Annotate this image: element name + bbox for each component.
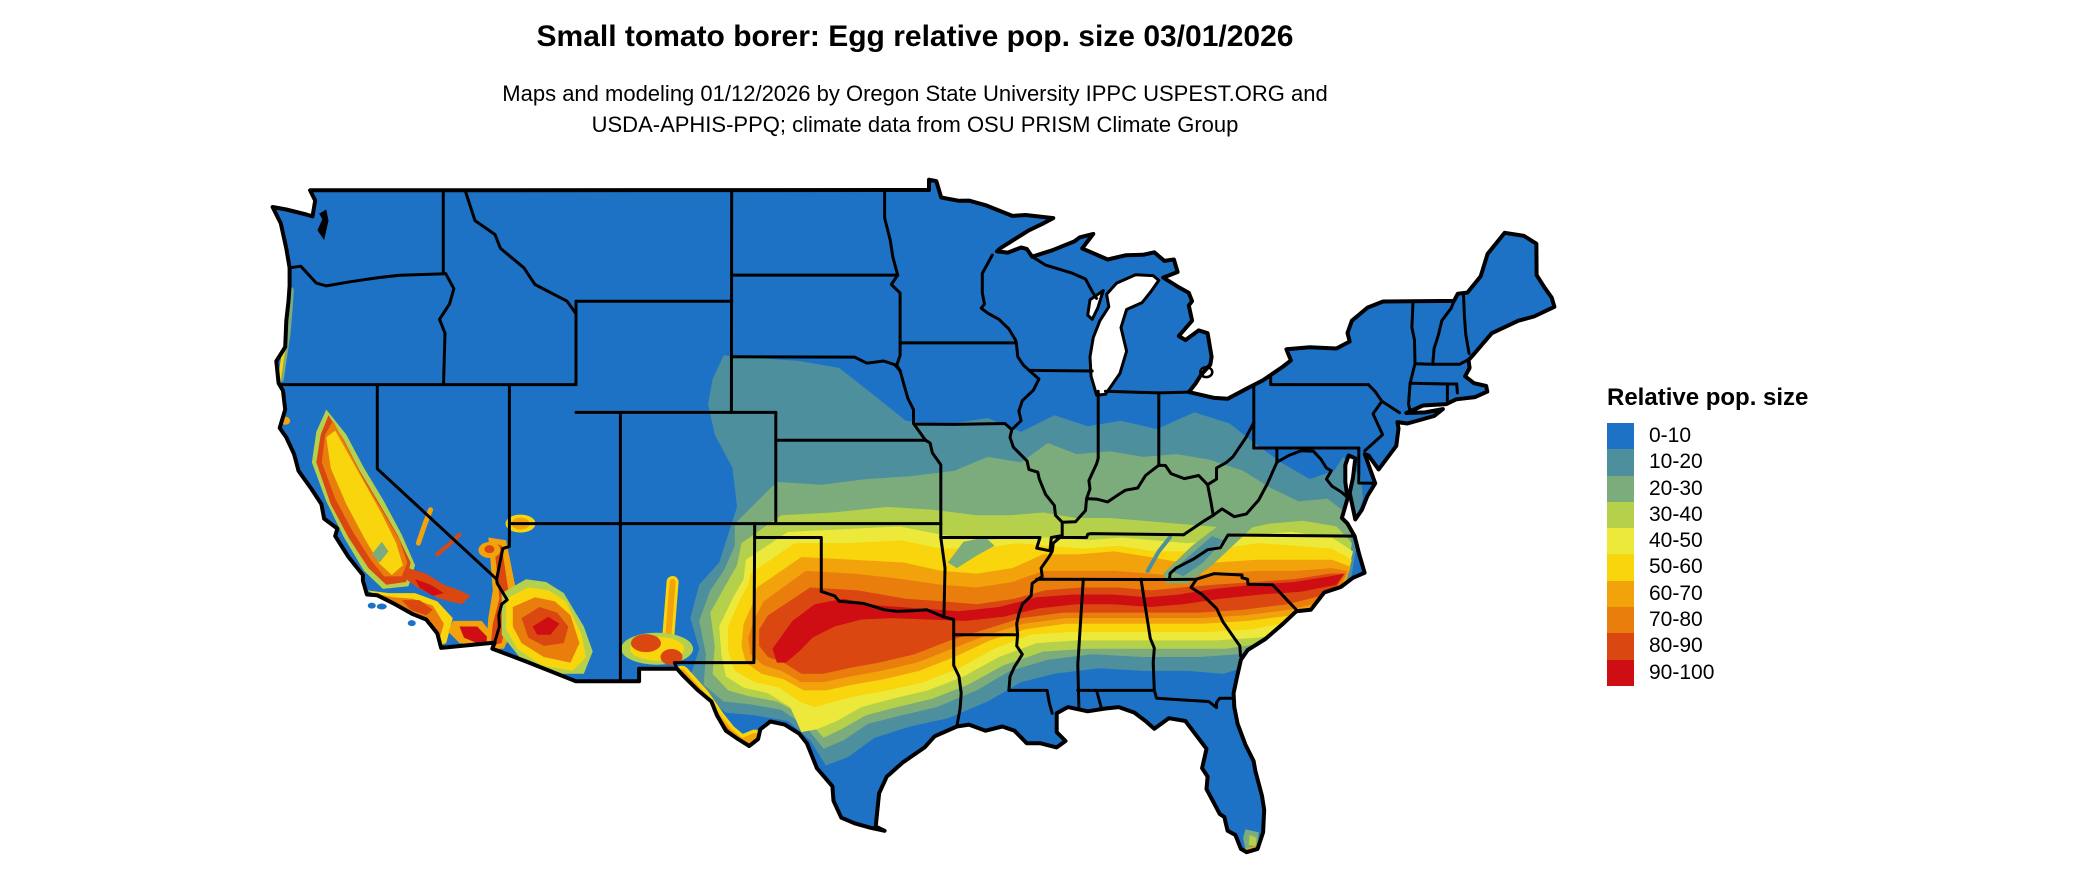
channel-island	[367, 602, 376, 609]
legend-title: Relative pop. size	[1607, 384, 1809, 411]
legend-label: 50-60	[1649, 555, 1703, 579]
state-borders	[277, 188, 1471, 728]
legend-swatch	[1607, 423, 1634, 450]
legend-row: 10-20	[1607, 449, 1808, 476]
channel-island	[407, 620, 416, 627]
us-outline	[270, 177, 1557, 855]
legend-label: 20-30	[1649, 476, 1703, 500]
legend-label: 30-40	[1649, 502, 1703, 526]
legend-swatch	[1607, 580, 1634, 608]
map-subtitle-line1: Maps and modeling 01/12/2026 by Oregon S…	[502, 81, 1328, 106]
legend-swatch	[1607, 554, 1634, 581]
legend-swatch	[1607, 501, 1634, 529]
puget-sound	[317, 209, 329, 240]
legend-swatch	[1607, 633, 1634, 660]
legend-swatch	[1607, 475, 1634, 502]
legend-label: 0-10	[1649, 424, 1692, 447]
legend-label: 80-90	[1649, 634, 1703, 658]
map-area	[250, 150, 1580, 892]
legend-row: 40-50	[1607, 528, 1808, 555]
map-subtitle: Maps and modeling 01/12/2026 by Oregon S…	[250, 78, 1580, 140]
legend-row: 30-40	[1607, 501, 1808, 529]
legend-row: 60-70	[1607, 580, 1808, 608]
legend-label: 70-80	[1649, 608, 1703, 632]
legend-swatch	[1607, 607, 1634, 634]
legend-label: 60-70	[1649, 581, 1703, 605]
legend-label: 40-50	[1649, 529, 1703, 553]
legend-swatch	[1607, 659, 1634, 686]
legend-rows: 0-10 10-20 20-30 30-40 40-50 50-60 60-70 70-80 8…	[1607, 423, 1808, 686]
legend-row: 50-60	[1607, 554, 1808, 581]
legend-row: 80-90	[1607, 633, 1808, 660]
legend-row: 20-30	[1607, 475, 1808, 502]
channel-island	[376, 603, 387, 610]
legend-swatch	[1607, 528, 1634, 555]
legend-row: 0-10	[1607, 423, 1808, 450]
us-choropleth-map	[270, 177, 1557, 855]
map-subtitle-line2: USDA-APHIS-PPQ; climate data from OSU PR…	[591, 112, 1239, 137]
map-title: Small tomato borer: Egg relative pop. si…	[536, 20, 1294, 53]
legend-swatch	[1607, 449, 1634, 476]
legend-label: 10-20	[1649, 450, 1703, 474]
legend: Relative pop. size 0-10 10-20 20-30 30-40 40…	[1607, 384, 1808, 686]
legend-row: 70-80	[1607, 607, 1808, 634]
figure-header: Small tomato borer: Egg relative pop. si…	[250, 20, 1580, 140]
legend-label: 90-100	[1649, 660, 1715, 684]
legend-row: 90-100	[1607, 659, 1808, 686]
